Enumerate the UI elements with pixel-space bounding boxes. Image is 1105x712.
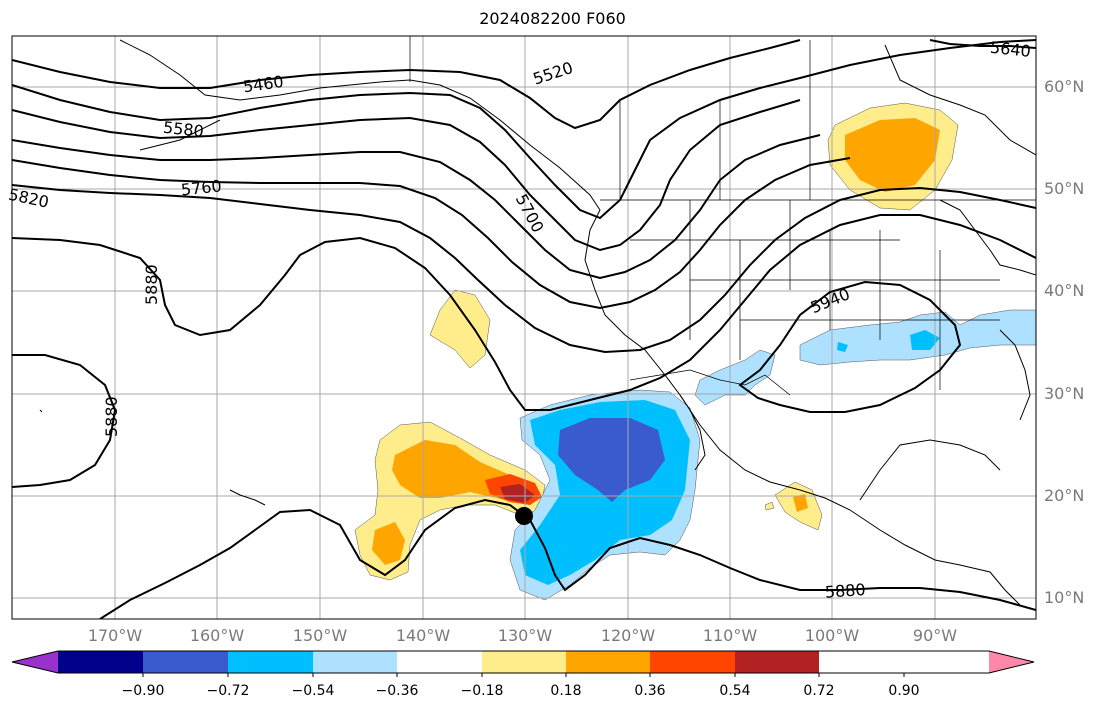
colorbar-tick: 0.18 bbox=[550, 683, 582, 699]
lat-label-40n: 40°N bbox=[1044, 281, 1085, 300]
colorbar-segment bbox=[566, 651, 650, 673]
contour-label: 5760 bbox=[180, 176, 222, 199]
colorbar-segment bbox=[313, 651, 397, 673]
lat-label-10n: 10°N bbox=[1044, 588, 1085, 607]
colorbar-tick: 0.72 bbox=[803, 683, 835, 699]
positive-anomaly-canada-core bbox=[845, 118, 940, 192]
positive-anomaly-central-america-core bbox=[793, 494, 808, 512]
contour-label: 5520 bbox=[531, 58, 576, 89]
colorbar-tick: −0.36 bbox=[375, 683, 419, 699]
lon-label-110w: 110°W bbox=[702, 626, 758, 645]
colorbar-extend-low bbox=[12, 651, 58, 673]
negative-anomaly-mexico bbox=[694, 349, 776, 406]
positive-anomaly-hawaii-dark bbox=[500, 484, 535, 503]
colorbar-segment bbox=[397, 651, 482, 673]
contour-5640 bbox=[12, 134, 821, 280]
negative-anomaly-us-core bbox=[910, 330, 940, 350]
contour-label: 5880 bbox=[142, 264, 161, 305]
contour-label: 5580 bbox=[162, 118, 204, 141]
colorbar bbox=[11, 650, 1035, 677]
colorbar-segment bbox=[143, 651, 228, 673]
negative-anomaly-us-core2 bbox=[837, 342, 848, 352]
colorbar-tick: −0.54 bbox=[291, 683, 335, 699]
lat-label-30n: 30°N bbox=[1044, 384, 1085, 403]
colorbar-segment bbox=[650, 651, 735, 673]
lon-label-120w: 120°W bbox=[600, 626, 656, 645]
storm-center-marker bbox=[515, 507, 533, 525]
positive-anomaly-ca-small bbox=[764, 501, 775, 511]
colorbar-tick: −0.72 bbox=[206, 683, 250, 699]
lat-label-60n: 60°N bbox=[1044, 77, 1085, 96]
contour-label: 5880 bbox=[102, 396, 121, 437]
anomaly-shading bbox=[354, 102, 1036, 601]
contour-5460 bbox=[12, 39, 801, 130]
colorbar-tick: −0.90 bbox=[121, 683, 165, 699]
negative-anomaly-offshore-core bbox=[558, 418, 665, 502]
positive-anomaly-hawaii-orange2 bbox=[372, 522, 405, 565]
colorbar-tick: 0.54 bbox=[719, 683, 751, 699]
positive-anomaly-pacific-small bbox=[429, 289, 491, 369]
colorbar-tick: 0.36 bbox=[634, 683, 666, 699]
lat-label-50n: 50°N bbox=[1044, 179, 1085, 198]
lon-label-150w: 150°W bbox=[292, 626, 348, 645]
lat-label-20n: 20°N bbox=[1044, 486, 1085, 505]
colorbar-outline bbox=[11, 650, 1035, 674]
colorbar-segment bbox=[58, 651, 143, 673]
colorbar-extend-high bbox=[989, 651, 1034, 673]
lon-label-100w: 100°W bbox=[804, 626, 860, 645]
colorbar-tick: −0.18 bbox=[460, 683, 504, 699]
contour-label: 5460 bbox=[242, 72, 285, 96]
colorbar-segment bbox=[228, 651, 313, 673]
colorbar-segment bbox=[735, 651, 819, 673]
height-contours bbox=[12, 39, 1036, 619]
colorbar-tick: 0.90 bbox=[888, 683, 920, 699]
contour-5520 bbox=[12, 39, 1036, 220]
political-borders bbox=[409, 36, 1036, 396]
contour-5880-south bbox=[99, 498, 1036, 619]
contour-5760 bbox=[12, 184, 1036, 354]
contour-5580 bbox=[12, 99, 801, 252]
lon-label-130w: 130°W bbox=[497, 626, 553, 645]
contour-5820 bbox=[12, 214, 1036, 411]
lon-label-170w: 170°W bbox=[87, 626, 143, 645]
contour-label: 5700 bbox=[512, 191, 548, 236]
contour-5880-west bbox=[12, 354, 117, 488]
coastlines bbox=[39, 39, 1036, 606]
lon-label-90w: 90°W bbox=[912, 626, 958, 645]
contour-5820-east bbox=[929, 39, 1036, 49]
lon-label-140w: 140°W bbox=[395, 626, 451, 645]
lon-label-160w: 160°W bbox=[189, 626, 245, 645]
map-title: 2024082200 F060 bbox=[479, 9, 626, 28]
contour-label: 5640 bbox=[989, 38, 1031, 61]
contour-5940 bbox=[738, 280, 962, 413]
contour-label: 5880 bbox=[824, 580, 866, 602]
colorbar-segment bbox=[482, 651, 566, 673]
contour-5700 bbox=[12, 157, 851, 310]
map-frame bbox=[11, 35, 1037, 620]
